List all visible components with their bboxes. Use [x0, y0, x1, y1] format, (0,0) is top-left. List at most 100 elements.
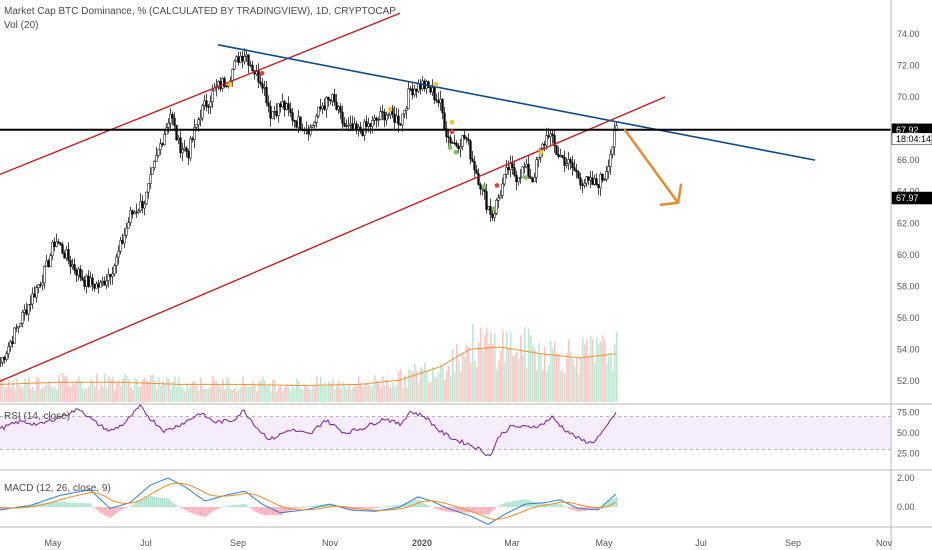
macd-pane[interactable]: [0, 477, 618, 525]
candle-body: [125, 227, 128, 236]
macd-histogram-bar: [228, 505, 230, 507]
volume-bar: [516, 351, 518, 402]
macd-histogram-bar: [534, 502, 536, 507]
volume-bar: [180, 385, 182, 402]
macd-histogram-bar: [448, 507, 450, 513]
macd-histogram-bar: [198, 507, 200, 516]
volume-bar: [134, 377, 136, 402]
price-tick-label: 58.00: [897, 281, 920, 291]
candle-body: [29, 303, 32, 306]
macd-histogram-bar: [160, 497, 162, 507]
candle-body: [299, 116, 302, 130]
volume-bar: [572, 359, 574, 402]
candle-body: [203, 100, 206, 106]
signal-dot: [227, 81, 233, 87]
candle-body: [73, 264, 76, 271]
candle: [551, 130, 554, 144]
volume-bar: [294, 387, 296, 402]
candle-body: [51, 241, 54, 256]
rsi-pane[interactable]: [0, 403, 891, 457]
candle-body: [573, 167, 576, 171]
candle: [67, 242, 70, 265]
macd-histogram-bar: [76, 502, 78, 507]
macd-histogram-bar: [578, 507, 580, 512]
candle-body: [261, 83, 264, 89]
macd-histogram-bar: [166, 498, 168, 507]
price-pane[interactable]: [0, 12, 891, 402]
candle-body: [449, 137, 452, 144]
candle: [453, 135, 456, 146]
candle-body: [463, 135, 466, 139]
volume-bar: [588, 356, 590, 402]
macd-histogram-bar: [272, 507, 274, 516]
candle-body: [281, 101, 284, 108]
candle-body: [519, 176, 522, 179]
macd-histogram-bar: [126, 507, 128, 508]
macd-histogram-bar: [86, 503, 88, 507]
volume-bar: [160, 386, 162, 402]
macd-histogram-bar: [594, 507, 596, 510]
volume-bar: [448, 365, 450, 402]
volume-bar: [268, 384, 270, 402]
candle: [127, 217, 130, 229]
candle: [117, 245, 120, 265]
macd-histogram-bar: [520, 499, 522, 507]
candle-body: [149, 174, 152, 184]
candle: [79, 265, 82, 282]
volume-bar: [608, 356, 610, 402]
volume-bar: [406, 386, 408, 402]
signal-dot: [449, 129, 455, 135]
candle: [243, 48, 246, 65]
volume-bar: [474, 360, 476, 402]
volume-bar: [556, 353, 558, 402]
candle: [263, 80, 266, 97]
macd-histogram-bar: [386, 506, 388, 507]
volume-bar: [48, 381, 50, 402]
candle: [283, 99, 286, 117]
candle-body: [611, 146, 614, 155]
candle-body: [397, 115, 400, 125]
volume-bar: [368, 384, 370, 402]
volume-bar: [454, 372, 456, 402]
candle: [475, 164, 478, 174]
volume-bar: [540, 353, 542, 402]
candle-body: [343, 122, 346, 127]
macd-histogram-bar: [234, 504, 236, 507]
volume-bar: [444, 379, 446, 402]
candle: [9, 339, 12, 352]
volume-bar: [140, 385, 142, 402]
candle: [225, 84, 228, 88]
candle: [103, 276, 106, 286]
macd-histogram-bar: [72, 502, 74, 507]
macd-histogram-bar: [270, 507, 272, 516]
candle-body: [157, 149, 160, 156]
candle: [153, 159, 156, 171]
candle-body: [95, 283, 98, 289]
macd-histogram-bar: [540, 503, 542, 507]
candle-body: [13, 327, 16, 344]
candle: [35, 284, 38, 303]
candle: [3, 355, 6, 364]
candle: [569, 157, 572, 170]
candle: [321, 102, 324, 115]
macd-histogram-bar: [46, 502, 48, 507]
candle-body: [77, 268, 80, 276]
volume-bar: [420, 367, 422, 402]
macd-histogram-bar: [240, 504, 242, 507]
candle: [141, 195, 144, 214]
macd-histogram-bar: [580, 507, 582, 512]
time-tick-label: May: [44, 538, 62, 548]
macd-histogram-bar: [156, 497, 158, 507]
candle: [43, 265, 46, 289]
candle: [277, 103, 280, 123]
candle: [179, 131, 182, 158]
candle-body: [47, 260, 50, 267]
volume-bar: [296, 378, 298, 402]
volume-bar: [256, 391, 258, 402]
candle: [331, 93, 334, 107]
volume-bar: [308, 388, 310, 402]
signal-dot: [433, 81, 439, 87]
candle-body: [195, 124, 198, 128]
candle-body: [443, 112, 446, 130]
